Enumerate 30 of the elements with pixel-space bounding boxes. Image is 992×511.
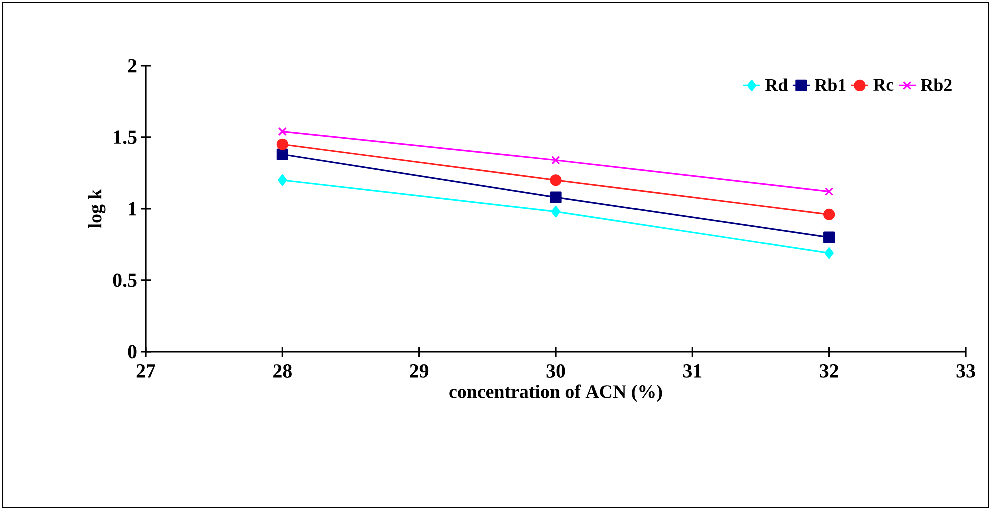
point [278, 127, 288, 136]
point [551, 206, 561, 218]
point [552, 156, 560, 165]
y-tick-label: 1.5 [114, 130, 137, 144]
point [824, 208, 836, 221]
legend-label: Rc [874, 79, 894, 92]
y-tick-label: 0.5 [113, 274, 137, 288]
legend-label: Rb1 [815, 78, 846, 92]
y-tick-label: 0 [128, 345, 137, 359]
x-tick-label: 30 [546, 364, 566, 378]
y-tick-label: 1 [129, 202, 136, 216]
x-tick-label: 33 [956, 364, 976, 378]
x-axis-title: concentration of ACN (%) [450, 384, 662, 402]
point [550, 192, 562, 204]
x-tick-label: 32 [820, 364, 838, 378]
x-tick-label: 28 [274, 364, 292, 378]
y-axis-title: log k [88, 189, 106, 228]
point [825, 187, 834, 196]
y-tick-label: 2 [128, 59, 137, 73]
point [824, 248, 834, 260]
point [278, 174, 288, 186]
legend-label: Rd [766, 78, 788, 92]
x-tick-label: 29 [410, 364, 429, 378]
point [824, 232, 836, 244]
legend-label: Rb2 [921, 78, 952, 92]
point [276, 148, 288, 160]
x-tick-label: 27 [136, 364, 156, 378]
point [276, 138, 288, 150]
x-tick-label: 31 [683, 364, 702, 378]
point [550, 174, 562, 186]
